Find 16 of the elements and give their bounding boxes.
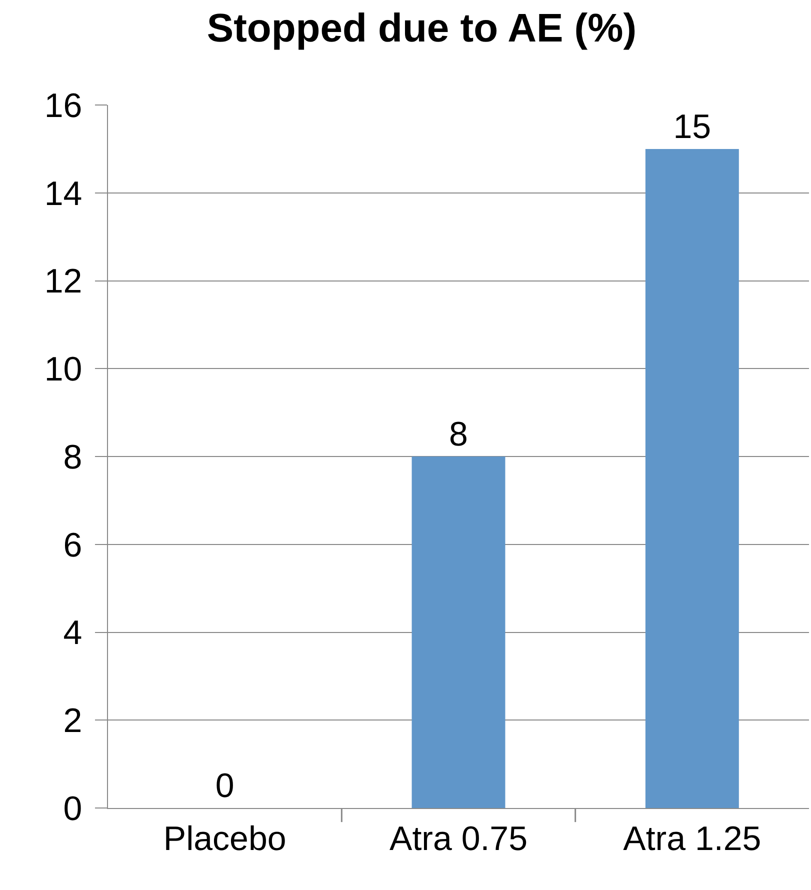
y-tick-label: 10	[44, 350, 82, 389]
data-label: 0	[215, 767, 234, 805]
y-tick-label: 12	[44, 262, 82, 301]
y-tick-label: 16	[44, 86, 82, 125]
y-tick-label: 8	[63, 438, 82, 476]
x-tick-label: Atra 0.75	[390, 820, 528, 858]
y-tick-label: 14	[44, 174, 82, 213]
data-label: 15	[673, 108, 712, 146]
chart-title: Stopped due to AE (%)	[206, 6, 637, 50]
y-tick-label: 0	[63, 790, 82, 828]
x-tick-label: Atra 1.25	[623, 820, 762, 858]
y-tick-label: 4	[63, 614, 82, 652]
x-tick-label: Placebo	[163, 820, 286, 858]
data-label: 8	[449, 416, 468, 454]
y-tick-label: 2	[63, 702, 82, 740]
y-tick-label: 6	[63, 526, 82, 564]
